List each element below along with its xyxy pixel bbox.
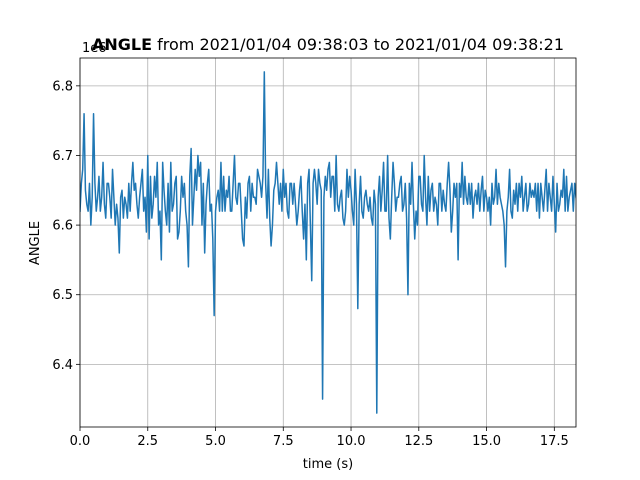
y-tick-label: 6.4 (52, 358, 73, 373)
x-tick-label: 7.5 (273, 434, 294, 449)
y-tick-label: 6.8 (52, 79, 73, 94)
plot-frame (79, 57, 577, 428)
x-tick-label: 12.5 (404, 434, 433, 449)
x-axis: 0.0 2.5 5.0 7.5 10.0 12.5 15.0 17.5 (70, 427, 569, 449)
chart-title-bold: ANGLE (92, 35, 152, 54)
y-axis: 6.4 6.5 6.6 6.7 6.8 (52, 79, 80, 373)
x-tick-label: 2.5 (137, 434, 158, 449)
y-offset-label: 1e6 (82, 41, 107, 56)
x-axis-label: time (s) (303, 457, 353, 472)
series-layer (80, 71, 576, 414)
series-line (80, 71, 576, 414)
grid (79, 58, 576, 427)
y-tick-label: 6.7 (52, 149, 73, 164)
axes-frame (79, 57, 577, 428)
x-tick-label: 0.0 (70, 434, 91, 449)
x-tick-label: 5.0 (205, 434, 226, 449)
chart-title: ANGLE from 2021/01/04 09:38:03 to 2021/0… (92, 35, 564, 54)
y-tick-label: 6.6 (52, 219, 73, 234)
x-tick-label: 15.0 (472, 434, 501, 449)
y-tick-label: 6.5 (52, 288, 73, 303)
y-axis-label: ANGLE (28, 221, 43, 265)
x-tick-label: 10.0 (337, 434, 366, 449)
x-tick-label: 17.5 (540, 434, 569, 449)
chart-title-rest: from 2021/01/04 09:38:03 to 2021/01/04 0… (152, 35, 564, 54)
